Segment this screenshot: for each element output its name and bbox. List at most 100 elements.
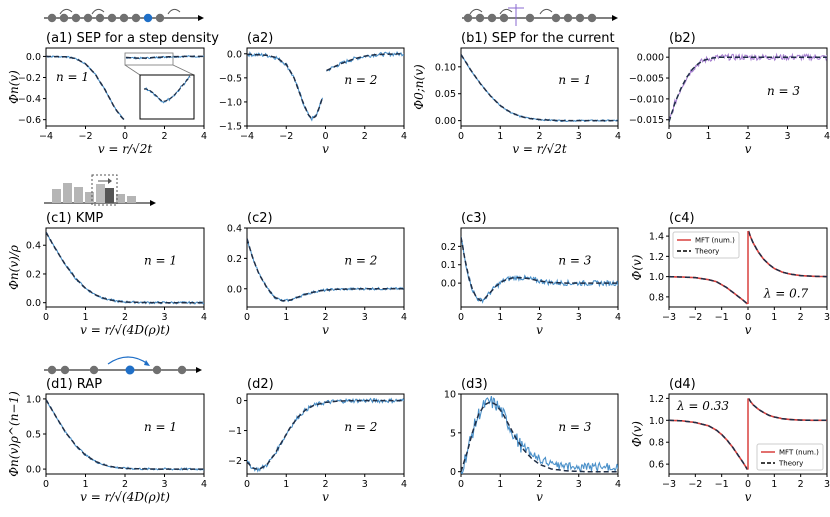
x-tick-label: 1	[82, 312, 88, 323]
x-tick-label: −4	[39, 131, 53, 142]
x-tick-label: 0	[43, 312, 49, 323]
x-axis-label: v	[745, 142, 752, 156]
panel-annotation: n = 2	[344, 253, 377, 267]
y-tick-label: 0	[236, 396, 242, 407]
x-tick-label: −2	[688, 479, 702, 490]
x-tick-label: 0	[666, 131, 672, 142]
particle	[551, 13, 561, 23]
particle	[95, 13, 105, 23]
x-tick-label: −1	[715, 479, 729, 490]
legend: MFT (num.) Theory	[756, 443, 824, 471]
x-tick-label: 0	[458, 131, 464, 142]
y-tick-label: −0.4	[18, 94, 41, 105]
plot-frame	[246, 393, 405, 475]
theory-series	[747, 397, 827, 422]
x-tick-label: 0	[458, 479, 464, 490]
x-tick-label: 0	[244, 312, 250, 323]
x-tick-label: 2	[161, 131, 167, 142]
particle	[119, 13, 129, 23]
panel-annotation: n = 3	[767, 84, 800, 98]
x-axis-label: v = r/√(4D(ρ)t)	[80, 323, 170, 337]
y-tick-label: 0.0	[26, 465, 41, 476]
particle	[59, 13, 69, 23]
sep-step-schematic	[44, 8, 204, 23]
particle	[107, 13, 117, 23]
y-tick-label: 0.2	[26, 269, 41, 280]
y-tick-label: −0.5	[219, 73, 242, 84]
particle	[131, 13, 141, 23]
x-tick-label: 3	[824, 479, 830, 490]
x-tick-label: 2	[798, 479, 804, 490]
theory-series	[461, 400, 618, 473]
inset-zoom-box	[124, 52, 174, 66]
x-tick-label: −1	[715, 312, 729, 323]
y-tick-label: 0.1	[441, 260, 456, 271]
y-tick-label: 0.2	[441, 242, 456, 253]
x-tick-label: 1	[771, 479, 777, 490]
y-tick-label: −0.015	[629, 115, 664, 126]
y-tick-label: 0.0	[26, 298, 41, 309]
panel-annotation: λ = 0.33	[676, 399, 729, 413]
panel-c1: (c1) KMP 0 1 2 3 4 0.0 0.2 0.4 v = r/√(4D(ρ)t) Φn(…	[7, 211, 207, 337]
x-tick-label: 2	[536, 479, 542, 490]
panel-a2: (a2) −4 −2 0 2 4 0.0 −0.5 −1.0 −1.5 v n = 2	[219, 31, 407, 156]
theory-series	[669, 419, 749, 471]
x-tick-label: 4	[201, 479, 207, 490]
panel-annotation: n = 1	[144, 420, 177, 434]
plot-frame	[45, 393, 205, 475]
y-tick-label: 1.2	[649, 252, 664, 263]
legend: MFT (num.) Theory	[672, 231, 740, 259]
legend-label-mft: MFT (num.)	[695, 237, 735, 245]
panel-a1: (a1) SEP for a step density −4 −2 0 2 4 0.0 −0.…	[7, 31, 219, 156]
x-tick-label: 4	[401, 312, 407, 323]
y-tick-label: 1.0	[649, 272, 664, 283]
panel-annotation: n = 3	[558, 420, 591, 434]
plot-frame	[246, 227, 405, 308]
x-tick-label: 3	[576, 131, 582, 142]
x-axis-label: v	[322, 490, 329, 504]
particle	[47, 13, 57, 23]
y-tick-label: 0.05	[435, 89, 456, 100]
y-tick-label: 0.5	[26, 430, 41, 441]
panel-annotation: n = 2	[344, 73, 377, 87]
x-axis-label: v = r/√(4D(ρ)t)	[80, 490, 170, 504]
y-axis-label: Φn(v)	[7, 70, 21, 104]
y-tick-label: 0.8	[649, 438, 664, 449]
x-tick-label: 2	[322, 479, 328, 490]
y-tick-label: 10	[444, 390, 456, 401]
x-tick-label: 2	[745, 131, 751, 142]
x-tick-label: 3	[161, 479, 167, 490]
x-tick-label: 2	[798, 312, 804, 323]
particle	[487, 13, 497, 23]
panel-title: (c1) KMP	[46, 211, 103, 226]
y-tick-label: 0.4	[26, 241, 41, 252]
x-tick-label: 1	[283, 312, 289, 323]
x-tick-label: 2	[536, 312, 542, 323]
x-tick-label: 0	[458, 312, 464, 323]
y-tick-label: 1.4	[649, 232, 664, 243]
theory-series	[669, 56, 827, 123]
y-tick-label: 0.4	[227, 224, 242, 235]
x-tick-label: −3	[662, 479, 676, 490]
x-tick-label: 0	[122, 131, 128, 142]
x-tick-label: 4	[824, 131, 830, 142]
y-tick-label: 0.10	[435, 62, 456, 73]
y-tick-label: 0	[450, 467, 456, 478]
panel-d3: (d3) 0 1 2 3 4 0 5 10 v n = 3	[444, 377, 621, 504]
sep-current-schematic	[462, 4, 618, 26]
y-axis-label: Φ0;n(v)	[412, 64, 426, 110]
y-axis-label: Φn(v)ρ^(n−1)	[7, 391, 21, 477]
y-tick-label: 0.00	[435, 116, 456, 127]
x-tick-label: 0	[322, 131, 328, 142]
theory-series	[46, 231, 204, 304]
plot-frame	[460, 227, 619, 308]
theory-series	[326, 53, 404, 72]
panel-c2: (c2) 0 1 2 3 4 0.0 0.2 0.4 v n = 2	[227, 211, 407, 337]
panel-title: (c3)	[461, 211, 487, 226]
x-tick-label: 4	[401, 479, 407, 490]
y-axis-label: Φ(v)	[630, 421, 644, 447]
particle	[155, 13, 165, 23]
x-axis-label: v	[536, 323, 543, 337]
panel-title: (a1) SEP for a step density	[46, 31, 219, 46]
x-tick-label: −4	[240, 131, 254, 142]
